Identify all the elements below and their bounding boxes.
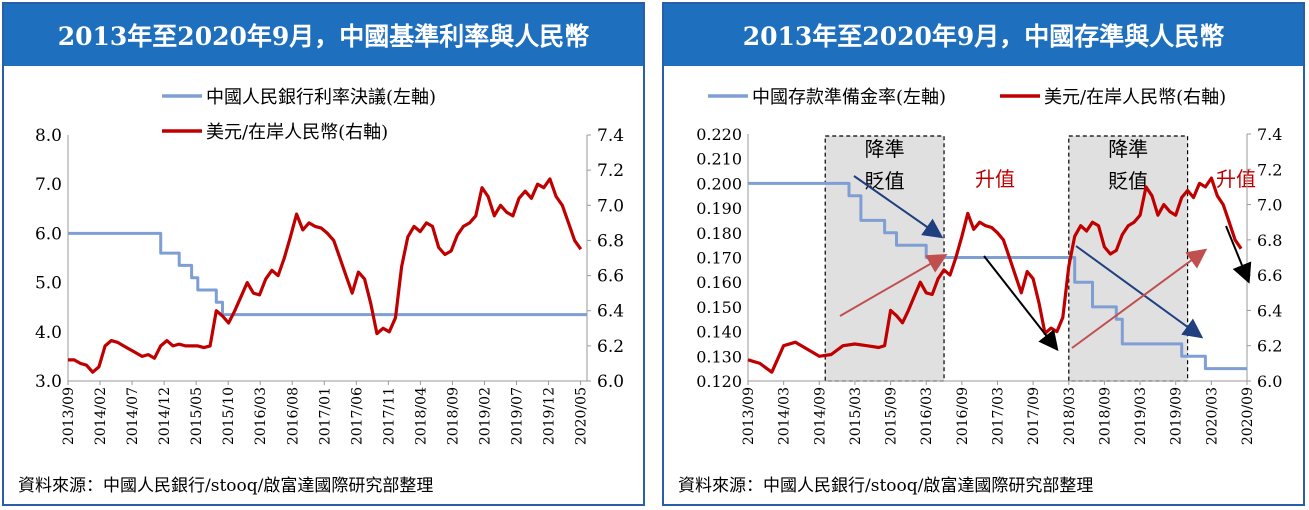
left-tick-label: 5.0 — [35, 274, 62, 294]
x-tick-label: 2018/09 — [1097, 387, 1113, 445]
trend-arrow — [1075, 245, 1204, 339]
right-tick-label: 6.4 — [597, 302, 624, 322]
right-tick-label: 6.6 — [597, 267, 624, 287]
right-tick-label: 7.4 — [597, 126, 624, 146]
x-tick-label: 2015/09 — [884, 387, 900, 445]
x-tick-label: 2017/09 — [1026, 387, 1042, 445]
x-tick-label: 2013/09 — [741, 387, 757, 445]
x-tick-label: 2019/09 — [1169, 387, 1185, 445]
x-tick-label: 2018/03 — [1062, 387, 1078, 445]
trend-arrow — [983, 255, 1059, 352]
left-tick-label: 0.170 — [696, 249, 742, 268]
annotation-label: 升值 — [1216, 167, 1256, 191]
right-tick-label: 7.2 — [1257, 160, 1282, 179]
x-tick-label: 2018/04 — [413, 387, 429, 445]
series-line-right — [747, 176, 1243, 374]
series-line-left — [748, 181, 1247, 371]
right-tick-label: 6.8 — [597, 231, 624, 251]
series-line-right — [68, 177, 583, 374]
x-tick-label: 2016/03 — [919, 387, 935, 445]
x-tick-label: 2016/03 — [253, 387, 269, 445]
left-tick-label: 4.0 — [35, 323, 62, 343]
x-tick-label: 2014/07 — [125, 387, 141, 445]
left-tick-label: 0.120 — [696, 372, 742, 391]
left-tick-label: 0.210 — [696, 150, 742, 169]
panel-title: 2013年至2020年9月，中國基準利率與人民幣 — [4, 4, 643, 66]
x-tick-label: 2016/09 — [955, 387, 971, 445]
x-tick-label: 2020/03 — [1204, 387, 1220, 445]
left-tick-label: 0.160 — [696, 273, 742, 292]
x-tick-label: 2014/12 — [157, 387, 173, 445]
x-tick-label: 2017/03 — [991, 387, 1007, 445]
source-note: 資料來源：中國人民銀行/stooq/啟富達國際研究部整理 — [18, 476, 434, 496]
right-tick-label: 7.2 — [597, 161, 624, 181]
trend-arrow — [1071, 248, 1208, 349]
x-tick-label: 2014/02 — [93, 387, 109, 445]
legend-label: 美元/在岸人民幣(右軸) — [206, 122, 388, 143]
x-tick-label: 2018/09 — [445, 387, 461, 445]
x-tick-label: 2019/03 — [1133, 387, 1149, 445]
x-tick-label: 2015/10 — [221, 387, 237, 445]
left-tick-label: 3.0 — [35, 372, 62, 392]
annotation-label: 降準 — [1108, 137, 1148, 161]
right-tick-label: 7.0 — [1257, 196, 1282, 215]
chart-panel-interest-rate: 2013年至2020年9月，中國基準利率與人民幣 3.0 4.0 5.0 6.0 7.0… — [2, 2, 645, 506]
right-tick-label: 6.0 — [597, 372, 624, 392]
left-tick-label: 8.0 — [35, 126, 62, 146]
left-tick-label: 0.180 — [696, 224, 742, 243]
left-tick-label: 0.130 — [696, 347, 742, 366]
x-tick-label: 2015/03 — [848, 387, 864, 445]
x-tick-label: 2016/08 — [285, 387, 301, 445]
x-tick-label: 2019/02 — [477, 387, 493, 445]
annotation-label: 降準 — [865, 137, 905, 161]
right-tick-label: 7.0 — [597, 196, 624, 216]
right-tick-label: 6.4 — [1257, 301, 1282, 320]
x-tick-label: 2014/03 — [777, 387, 793, 445]
annotation-label: 升值 — [975, 167, 1015, 191]
x-tick-label: 2014/09 — [812, 387, 828, 445]
annotation-label: 貶值 — [865, 169, 905, 193]
panel-title: 2013年至2020年9月，中國存準與人民幣 — [664, 4, 1303, 66]
source-note: 資料來源：中國人民銀行/stooq/啟富達國際研究部整理 — [678, 476, 1094, 496]
right-tick-label: 6.8 — [1257, 231, 1282, 250]
x-tick-label: 2019/12 — [542, 387, 558, 445]
left-tick-label: 0.200 — [696, 174, 742, 193]
x-tick-label: 2019/07 — [510, 387, 526, 445]
legend-label: 美元/在岸人民幣(右軸) — [1044, 87, 1226, 108]
x-tick-label: 2020/09 — [1240, 387, 1256, 445]
x-tick-label: 2020/05 — [574, 387, 590, 445]
x-tick-label: 2017/11 — [381, 387, 397, 445]
interest-rate-chart: 3.0 4.0 5.0 6.0 7.0 8.0 6.0 6.2 6.4 6.6 6.8 7.0 7.2 7… — [35, 87, 624, 445]
trend-arrow — [839, 254, 948, 317]
left-tick-label: 0.150 — [696, 298, 742, 317]
series-line-left — [68, 231, 587, 317]
legend-label: 中國人民銀行利率決議(左軸) — [206, 87, 436, 108]
annotation-label: 貶值 — [1108, 169, 1148, 193]
x-tick-label: 2017/06 — [349, 387, 365, 445]
x-tick-label: 2013/09 — [61, 387, 77, 445]
trend-arrow — [853, 175, 944, 239]
right-tick-label: 6.6 — [1257, 266, 1282, 285]
left-tick-label: 0.190 — [696, 199, 742, 218]
trend-arrow — [1225, 225, 1252, 284]
right-tick-label: 6.2 — [597, 337, 624, 357]
left-tick-label: 7.0 — [35, 175, 62, 195]
x-tick-label: 2017/01 — [317, 387, 333, 445]
left-tick-label: 0.140 — [696, 323, 742, 342]
right-tick-label: 7.4 — [1257, 125, 1282, 144]
left-tick-label: 0.220 — [696, 125, 742, 144]
right-tick-label: 6.0 — [1257, 372, 1282, 391]
x-tick-label: 2015/05 — [189, 387, 205, 445]
legend-label: 中國存款準備金率(左軸) — [752, 87, 946, 108]
left-tick-label: 6.0 — [35, 224, 62, 244]
right-tick-label: 6.2 — [1257, 337, 1282, 356]
chart-panel-reserve-ratio: 2013年至2020年9月，中國存準與人民幣 降準貶值 降準貶值 升值 升值 0.120… — [662, 2, 1305, 506]
